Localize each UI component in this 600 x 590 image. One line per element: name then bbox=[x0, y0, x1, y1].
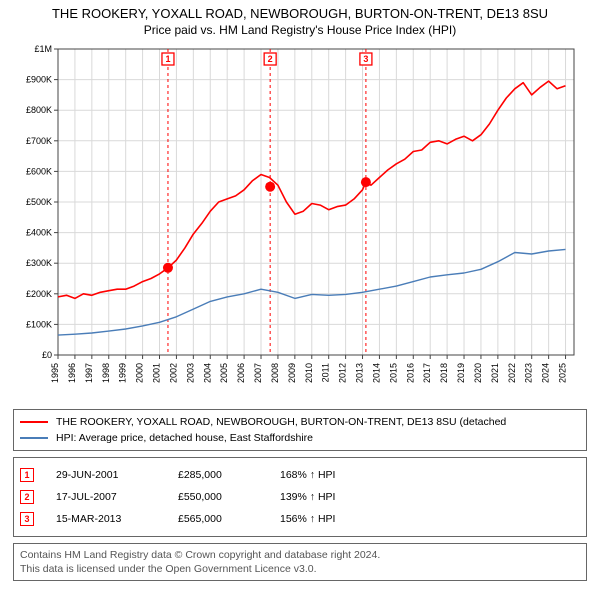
event-marker-icon: 2 bbox=[20, 490, 34, 504]
event-date: 29-JUN-2001 bbox=[56, 469, 156, 481]
legend-swatch bbox=[20, 421, 48, 423]
svg-text:1996: 1996 bbox=[67, 363, 77, 383]
footer-line2: This data is licensed under the Open Gov… bbox=[20, 562, 580, 576]
svg-text:2013: 2013 bbox=[355, 363, 365, 383]
legend-item: HPI: Average price, detached house, East… bbox=[20, 430, 580, 446]
svg-text:2014: 2014 bbox=[371, 363, 381, 383]
event-date: 15-MAR-2013 bbox=[56, 513, 156, 525]
svg-text:2000: 2000 bbox=[135, 363, 145, 383]
svg-text:2024: 2024 bbox=[541, 363, 551, 383]
svg-text:2011: 2011 bbox=[321, 363, 331, 382]
event-date: 17-JUL-2007 bbox=[56, 491, 156, 503]
svg-text:2006: 2006 bbox=[236, 363, 246, 383]
svg-text:2023: 2023 bbox=[524, 363, 534, 383]
legend-item: THE ROOKERY, YOXALL ROAD, NEWBOROUGH, BU… bbox=[20, 414, 580, 430]
footer-box: Contains HM Land Registry data © Crown c… bbox=[13, 543, 587, 581]
svg-text:3: 3 bbox=[363, 54, 368, 64]
svg-text:2015: 2015 bbox=[388, 363, 398, 383]
svg-text:2018: 2018 bbox=[439, 363, 449, 383]
svg-text:1999: 1999 bbox=[118, 363, 128, 383]
svg-text:2003: 2003 bbox=[185, 363, 195, 383]
svg-text:2007: 2007 bbox=[253, 363, 263, 383]
event-row: 2 17-JUL-2007 £550,000 139% ↑ HPI bbox=[20, 486, 580, 508]
event-row: 3 15-MAR-2013 £565,000 156% ↑ HPI bbox=[20, 508, 580, 530]
svg-text:2: 2 bbox=[268, 54, 273, 64]
svg-text:2001: 2001 bbox=[152, 363, 162, 383]
svg-text:2019: 2019 bbox=[456, 363, 466, 383]
svg-text:£600K: £600K bbox=[26, 166, 52, 176]
svg-text:2009: 2009 bbox=[287, 363, 297, 383]
svg-text:2021: 2021 bbox=[490, 363, 500, 383]
svg-text:2008: 2008 bbox=[270, 363, 280, 383]
svg-text:£0: £0 bbox=[42, 350, 52, 360]
svg-text:2022: 2022 bbox=[507, 363, 517, 383]
svg-text:2004: 2004 bbox=[202, 363, 212, 383]
legend-label: HPI: Average price, detached house, East… bbox=[56, 432, 313, 444]
svg-text:2025: 2025 bbox=[558, 363, 568, 383]
svg-text:2010: 2010 bbox=[304, 363, 314, 383]
legend-box: THE ROOKERY, YOXALL ROAD, NEWBOROUGH, BU… bbox=[13, 409, 587, 451]
event-pct: 139% ↑ HPI bbox=[280, 491, 380, 503]
svg-text:£1M: £1M bbox=[34, 44, 52, 54]
svg-text:£800K: £800K bbox=[26, 105, 52, 115]
svg-text:£700K: £700K bbox=[26, 136, 52, 146]
svg-text:£500K: £500K bbox=[26, 197, 52, 207]
event-price: £285,000 bbox=[178, 469, 258, 481]
chart-title-line2: Price paid vs. HM Land Registry's House … bbox=[8, 23, 592, 37]
event-marker-icon: 3 bbox=[20, 512, 34, 526]
svg-text:£100K: £100K bbox=[26, 319, 52, 329]
svg-text:2005: 2005 bbox=[219, 363, 229, 383]
event-row: 1 29-JUN-2001 £285,000 168% ↑ HPI bbox=[20, 464, 580, 486]
svg-text:£300K: £300K bbox=[26, 258, 52, 268]
event-price: £565,000 bbox=[178, 513, 258, 525]
svg-text:2016: 2016 bbox=[405, 363, 415, 383]
price-chart: £0 £100K £200K £300K £400K £500K £600K £700K £80… bbox=[8, 41, 592, 403]
svg-text:£400K: £400K bbox=[26, 228, 52, 238]
svg-text:1998: 1998 bbox=[101, 363, 111, 383]
svg-text:2012: 2012 bbox=[338, 363, 348, 383]
svg-text:2002: 2002 bbox=[168, 363, 178, 383]
events-box: 1 29-JUN-2001 £285,000 168% ↑ HPI 2 17-J… bbox=[13, 457, 587, 537]
chart-title-line1: THE ROOKERY, YOXALL ROAD, NEWBOROUGH, BU… bbox=[8, 6, 592, 21]
svg-text:1995: 1995 bbox=[50, 363, 60, 383]
svg-text:2017: 2017 bbox=[422, 363, 432, 383]
event-pct: 168% ↑ HPI bbox=[280, 469, 380, 481]
svg-text:£200K: £200K bbox=[26, 289, 52, 299]
legend-swatch bbox=[20, 437, 48, 439]
chart-svg: £0 £100K £200K £300K £400K £500K £600K £700K £80… bbox=[8, 41, 588, 403]
svg-text:1: 1 bbox=[165, 54, 170, 64]
footer-line1: Contains HM Land Registry data © Crown c… bbox=[20, 548, 580, 562]
svg-text:1997: 1997 bbox=[84, 363, 94, 383]
event-pct: 156% ↑ HPI bbox=[280, 513, 380, 525]
svg-text:£900K: £900K bbox=[26, 75, 52, 85]
legend-label: THE ROOKERY, YOXALL ROAD, NEWBOROUGH, BU… bbox=[56, 416, 506, 428]
svg-text:2020: 2020 bbox=[473, 363, 483, 383]
event-marker-icon: 1 bbox=[20, 468, 34, 482]
event-price: £550,000 bbox=[178, 491, 258, 503]
